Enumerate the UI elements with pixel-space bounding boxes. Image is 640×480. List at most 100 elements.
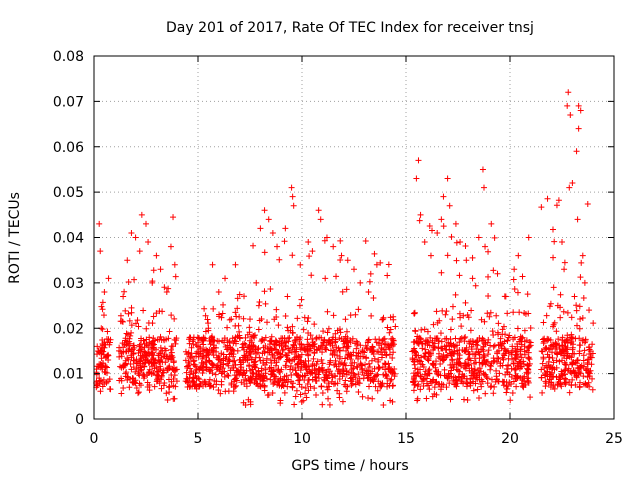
data-point bbox=[131, 378, 138, 385]
data-point bbox=[438, 269, 445, 276]
data-point bbox=[498, 345, 505, 352]
data-point bbox=[313, 391, 320, 398]
data-point bbox=[319, 349, 326, 356]
data-point bbox=[344, 257, 351, 264]
data-point bbox=[167, 243, 174, 250]
data-point bbox=[300, 361, 307, 368]
data-point bbox=[201, 305, 208, 312]
data-point bbox=[342, 377, 349, 384]
data-point bbox=[576, 348, 583, 355]
data-point bbox=[392, 323, 399, 330]
data-point bbox=[482, 390, 489, 397]
data-point bbox=[494, 270, 501, 277]
data-point bbox=[549, 226, 556, 233]
data-point bbox=[444, 252, 451, 259]
data-point bbox=[278, 353, 285, 360]
data-point bbox=[566, 379, 573, 386]
data-point bbox=[555, 197, 562, 204]
data-point bbox=[474, 386, 481, 393]
data-point bbox=[525, 234, 532, 241]
data-point bbox=[169, 366, 176, 373]
data-point bbox=[467, 376, 474, 383]
data-point bbox=[551, 238, 558, 245]
data-point bbox=[122, 337, 129, 344]
data-point bbox=[270, 380, 277, 387]
y-tick-label: 0.02 bbox=[53, 321, 84, 337]
data-point bbox=[475, 395, 482, 402]
data-point bbox=[262, 361, 269, 368]
data-point bbox=[452, 220, 459, 227]
data-point bbox=[418, 326, 425, 333]
data-point bbox=[375, 365, 382, 372]
data-point bbox=[134, 317, 141, 324]
data-point bbox=[494, 355, 501, 362]
data-point bbox=[577, 274, 584, 281]
data-point bbox=[274, 243, 281, 250]
data-point bbox=[208, 333, 215, 340]
data-point bbox=[564, 102, 571, 109]
data-point bbox=[313, 335, 320, 342]
data-point bbox=[119, 340, 126, 347]
data-point bbox=[412, 365, 419, 372]
data-point bbox=[236, 291, 243, 298]
data-point bbox=[120, 385, 127, 392]
data-point bbox=[378, 354, 385, 361]
data-point bbox=[257, 225, 264, 232]
data-point bbox=[148, 360, 155, 367]
data-point bbox=[524, 291, 531, 298]
data-point bbox=[135, 323, 142, 330]
data-point bbox=[282, 351, 289, 358]
data-point bbox=[411, 361, 418, 368]
data-point bbox=[548, 369, 555, 376]
data-point bbox=[348, 374, 355, 381]
data-point bbox=[375, 356, 382, 363]
data-point bbox=[320, 328, 327, 335]
data-point bbox=[246, 349, 253, 356]
data-point bbox=[125, 347, 132, 354]
data-point bbox=[207, 382, 214, 389]
data-point bbox=[456, 339, 463, 346]
data-point bbox=[103, 335, 110, 342]
data-point bbox=[350, 370, 357, 377]
data-point bbox=[414, 366, 421, 373]
data-point bbox=[137, 364, 144, 371]
data-point bbox=[298, 398, 305, 405]
data-point bbox=[278, 366, 285, 373]
data-point bbox=[327, 359, 334, 366]
data-point bbox=[355, 389, 362, 396]
data-point bbox=[244, 344, 251, 351]
data-point bbox=[557, 314, 564, 321]
data-point bbox=[326, 383, 333, 390]
data-point bbox=[544, 337, 551, 344]
data-point bbox=[269, 389, 276, 396]
data-point bbox=[447, 396, 454, 403]
data-point bbox=[332, 339, 339, 346]
data-point bbox=[512, 365, 519, 372]
data-point bbox=[517, 363, 524, 370]
data-point bbox=[479, 337, 486, 344]
data-point bbox=[578, 259, 585, 266]
data-point bbox=[245, 396, 252, 403]
data-point bbox=[93, 371, 100, 378]
data-point bbox=[97, 377, 104, 384]
data-point bbox=[433, 308, 440, 315]
data-point bbox=[318, 364, 325, 371]
data-point bbox=[208, 360, 215, 367]
data-point bbox=[550, 359, 557, 366]
grid-lines bbox=[94, 56, 614, 419]
data-point bbox=[580, 295, 587, 302]
data-point bbox=[289, 193, 296, 200]
data-point bbox=[352, 381, 359, 388]
data-point bbox=[117, 318, 124, 325]
data-point bbox=[211, 342, 218, 349]
data-point bbox=[283, 376, 290, 383]
data-point bbox=[256, 298, 263, 305]
data-point bbox=[266, 345, 273, 352]
data-point bbox=[261, 288, 268, 295]
data-point bbox=[145, 239, 152, 246]
data-point bbox=[550, 342, 557, 349]
data-point bbox=[556, 358, 563, 365]
data-point bbox=[562, 361, 569, 368]
data-point bbox=[312, 377, 319, 384]
data-point bbox=[118, 364, 125, 371]
